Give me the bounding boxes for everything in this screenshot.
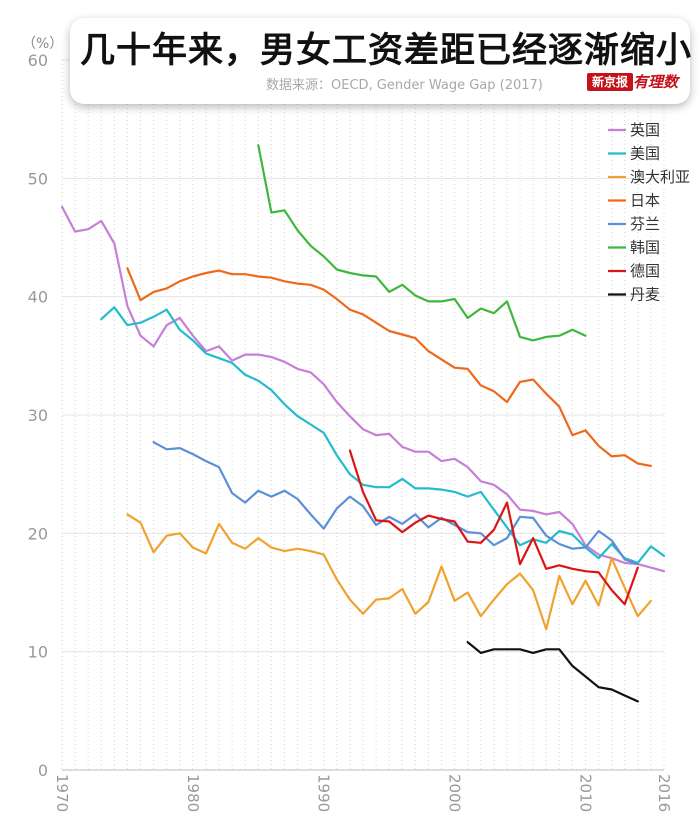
x-tick-label: 1990 bbox=[315, 774, 333, 812]
y-tick-label: 0 bbox=[38, 761, 48, 780]
series-lines bbox=[60, 144, 666, 703]
brand-badge: 新京报 bbox=[587, 73, 634, 91]
axes: 0 10 20 30 40 50 60 1970 1980 1990 2000 2010 2016 bbox=[28, 51, 673, 812]
series-line-2 bbox=[126, 513, 653, 631]
legend-label: 日本 bbox=[630, 192, 660, 210]
series-line-7 bbox=[466, 641, 639, 703]
series-line-6 bbox=[348, 449, 639, 606]
legend-label: 德国 bbox=[630, 262, 660, 280]
source-note: 数据来源：OECD, Gender Wage Gap (2017) bbox=[266, 78, 543, 93]
brand-logo: 有理数 bbox=[633, 73, 679, 91]
series-line-0 bbox=[60, 205, 666, 573]
y-tick-label: 40 bbox=[28, 288, 48, 307]
x-tick-label: 2016 bbox=[655, 774, 673, 812]
y-tick-label: 60 bbox=[28, 51, 48, 70]
y-tick-label: 10 bbox=[28, 643, 48, 662]
x-tick-label: 1980 bbox=[184, 774, 202, 812]
series-line-4 bbox=[152, 441, 639, 566]
series-line-1 bbox=[100, 306, 666, 565]
x-tick-label: 2000 bbox=[446, 774, 464, 812]
x-tick-label: 2010 bbox=[576, 774, 594, 812]
legend-label: 美国 bbox=[630, 145, 660, 163]
series-line-3 bbox=[126, 267, 653, 467]
legend-label: 丹麦 bbox=[630, 286, 660, 304]
legend-label: 澳大利亚 bbox=[630, 168, 690, 186]
series-line-5 bbox=[257, 144, 587, 342]
legend-label: 英国 bbox=[630, 121, 660, 139]
title-card: 几十年来，男女工资差距已经逐渐缩小 数据来源：OECD, Gender Wage… bbox=[70, 18, 693, 104]
y-axis-unit-label: （%） bbox=[22, 36, 64, 52]
legend-label: 韩国 bbox=[630, 239, 660, 257]
legend-label: 芬兰 bbox=[630, 215, 660, 233]
chart-title: 几十年来，男女工资差距已经逐渐缩小 bbox=[80, 31, 693, 71]
gridlines bbox=[61, 59, 665, 771]
y-tick-label: 30 bbox=[28, 406, 48, 425]
x-tick-label: 1970 bbox=[53, 774, 71, 812]
y-tick-label: 20 bbox=[28, 524, 48, 543]
y-tick-label: 50 bbox=[28, 169, 48, 188]
